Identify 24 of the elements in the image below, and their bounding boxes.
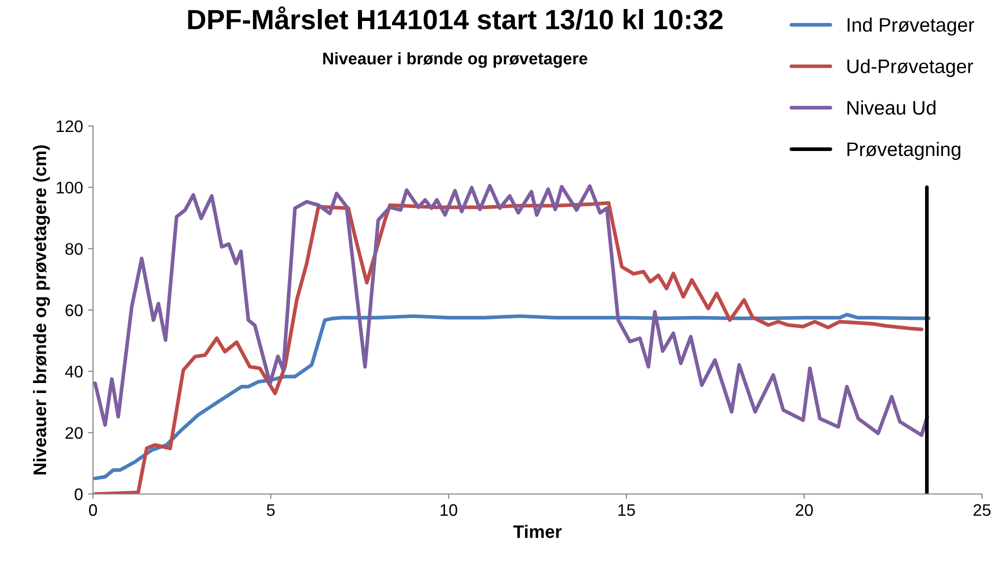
line-series: [93, 312, 930, 480]
legend-label: Ind Prøvetager: [848, 18, 974, 36]
legend-label: Niveau Ud: [847, 100, 936, 115]
chart-subtitle: Niveauer i brønde og prøvetagere: [323, 52, 588, 68]
y-tick-label: 40: [65, 366, 83, 378]
y-tick-label: 20: [66, 427, 83, 439]
y-tick-label: 0: [74, 488, 83, 500]
x-axis-title: Timer: [513, 524, 562, 538]
line-series: [93, 201, 924, 494]
y-axis-title: Niveauer i brønde og prøvetagere (cm): [33, 145, 50, 474]
line-series: [93, 184, 930, 437]
x-tick-label: 10: [440, 504, 458, 516]
x-tick-label: 25: [974, 504, 991, 516]
x-tick-label: 5: [266, 504, 275, 516]
chart-title: DPF-Mårslet H141014 start 13/10 kl 10:32: [188, 6, 723, 30]
x-tick-label: 0: [89, 504, 97, 516]
x-tick-label: 20: [796, 504, 813, 516]
y-tick-label: 60: [66, 304, 83, 316]
x-tick-label: 15: [618, 504, 635, 516]
y-tick-label: 100: [56, 182, 83, 194]
legend-label: Ud-Prøvetager: [847, 58, 974, 78]
y-tick-label: 80: [65, 243, 83, 255]
y-tick-label: 120: [56, 120, 83, 132]
legend-label: Prøvetagning: [847, 142, 960, 160]
